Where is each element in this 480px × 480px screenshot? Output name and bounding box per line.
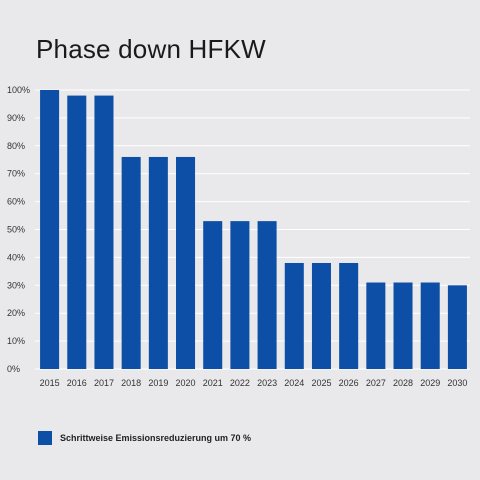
x-axis-ticks: 2015 2016 2017 2018 2019 2020 2021 2022 2023 2024… [40,378,468,388]
x-tick-label: 2018 [121,378,141,388]
y-tick-label: 70% [7,169,25,179]
x-tick-label: 2021 [203,378,223,388]
legend-swatch [38,431,52,445]
chart-title: Phase down HFKW [36,34,266,64]
bars [40,90,467,369]
x-tick-label: 2015 [40,378,60,388]
y-tick-label: 50% [7,225,25,235]
bar-2025 [311,262,331,369]
bar-2021 [203,221,223,369]
bar-2015 [40,90,60,369]
y-tick-label: 0% [7,364,20,374]
x-tick-label: 2025 [311,378,331,388]
legend: Schrittweise Emissionsreduzierung um 70 … [38,431,251,445]
y-tick-label: 90% [7,113,25,123]
y-tick-label: 80% [7,141,25,151]
y-tick-label: 20% [7,308,25,318]
bar-2023 [257,221,277,369]
bar-2018 [121,156,141,369]
x-tick-label: 2020 [176,378,196,388]
bar-2017 [94,95,114,369]
x-tick-label: 2028 [393,378,413,388]
x-tick-label: 2022 [230,378,250,388]
bar-2022 [230,221,250,369]
bar-2026 [339,262,359,369]
x-tick-label: 2023 [257,378,277,388]
legend-label: Schrittweise Emissionsreduzierung um 70 … [60,433,252,443]
y-tick-label: 40% [7,252,25,262]
bar-2020 [176,156,196,369]
x-tick-label: 2026 [339,378,359,388]
bar-2028 [393,282,413,369]
y-tick-label: 60% [7,197,25,207]
y-axis-ticks: 0% 10% 20% 30% 40% 50% 60% 70% 80% 90% 100% [7,85,30,374]
bar-2024 [284,262,304,369]
bar-2016 [67,95,87,369]
bar-2019 [148,156,168,369]
x-tick-label: 2016 [67,378,87,388]
x-tick-label: 2019 [148,378,168,388]
x-tick-label: 2030 [447,378,467,388]
y-tick-label: 100% [7,85,30,95]
bar-2030 [447,285,467,369]
bar-2027 [366,282,386,369]
x-tick-label: 2024 [284,378,304,388]
x-tick-label: 2017 [94,378,114,388]
x-tick-label: 2027 [366,378,386,388]
x-tick-label: 2029 [420,378,440,388]
y-tick-label: 10% [7,336,25,346]
y-tick-label: 30% [7,280,25,290]
bar-2029 [420,282,440,369]
